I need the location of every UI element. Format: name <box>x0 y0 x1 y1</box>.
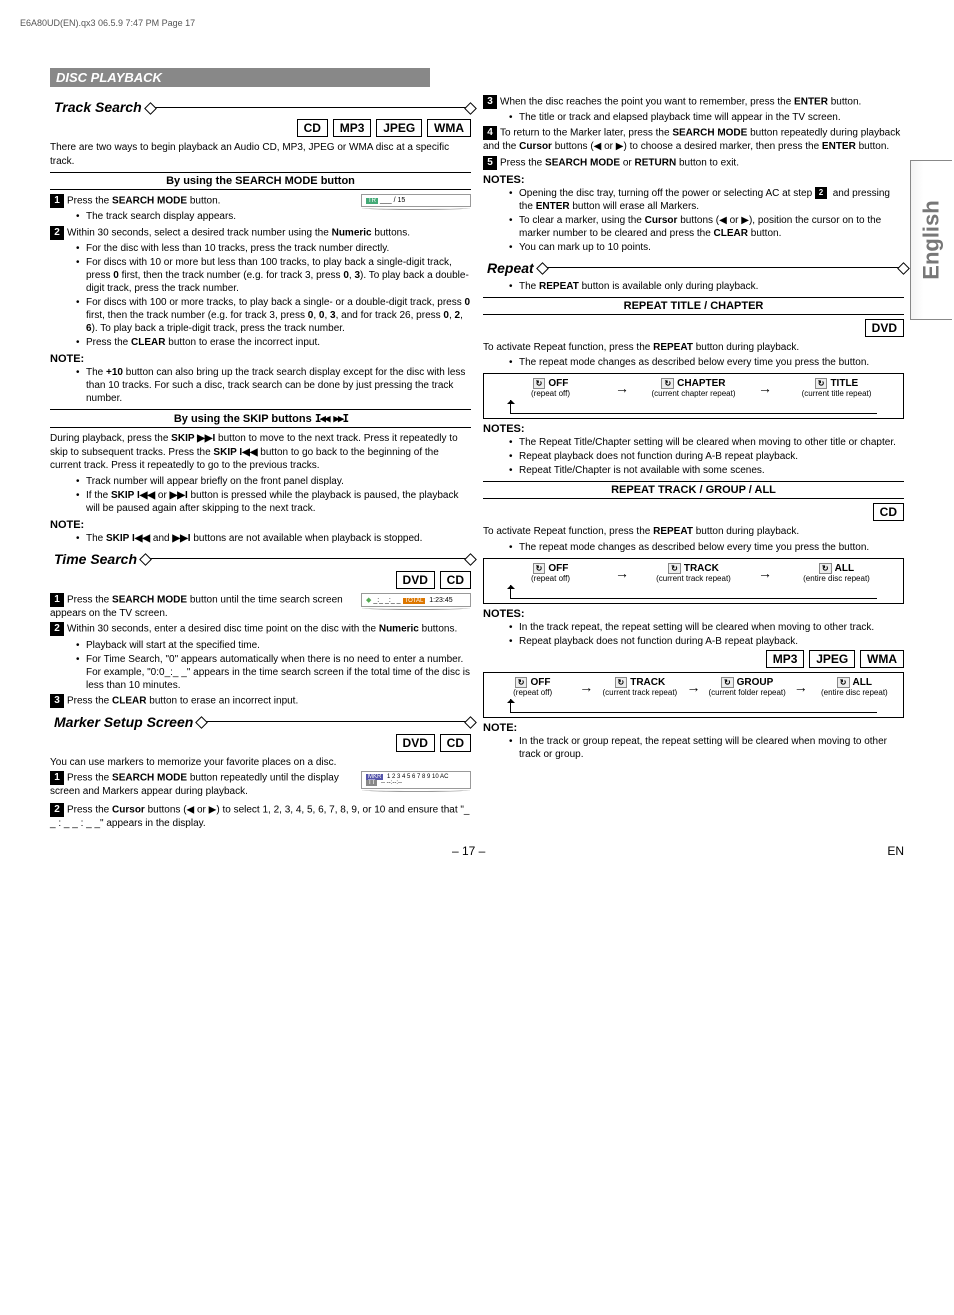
repeat-note3: In the track or group repeat, the repeat… <box>511 735 904 761</box>
repeat-p2: To activate Repeat function, press the R… <box>483 525 904 539</box>
sub-repeat-track: REPEAT TRACK / GROUP / ALL <box>483 481 904 499</box>
left-column: Track Search CD MP3 JPEG WMA There are t… <box>50 93 471 832</box>
cont-step3-bullet: The title or track and elapsed playback … <box>511 111 904 124</box>
repeat-note3-label: NOTE: <box>483 722 904 734</box>
print-header: E6A80UD(EN).qx3 06.5.9 7:47 PM Page 17 <box>20 18 934 28</box>
cont-notes-label: NOTES: <box>483 174 904 186</box>
note-skip: The SKIP I◀◀ and ▶▶I buttons are not ava… <box>78 532 471 545</box>
step-2: 2Within 30 seconds, select a desired tra… <box>50 226 471 240</box>
repeat-p1b: The repeat mode changes as described bel… <box>511 356 904 369</box>
repeat-p2b: The repeat mode changes as described bel… <box>511 541 904 554</box>
step2-bullets: For the disc with less than 10 tracks, p… <box>50 242 471 349</box>
section-time-search: Time Search <box>50 551 471 567</box>
chapter-heading: DISC PLAYBACK <box>50 68 430 87</box>
cont-notes: Opening the disc tray, turning off the p… <box>483 187 904 254</box>
cont-step-5: 5Press the SEARCH MODE or RETURN button … <box>483 156 904 170</box>
section-marker: Marker Setup Screen <box>50 714 471 730</box>
footer-lang: EN <box>887 844 904 858</box>
skip-icons: I◀◀ ▶▶I <box>315 412 347 425</box>
track-search-badges: CD MP3 JPEG WMA <box>50 119 471 137</box>
page-footer: – 17 – EN <box>20 832 934 858</box>
skip-paragraph: During playback, press the SKIP ▶▶I butt… <box>50 432 471 473</box>
note-label-2: NOTE: <box>50 519 471 531</box>
marker-intro: You can use markers to memorize your fav… <box>50 756 471 770</box>
skip-bullets: Track number will appear briefly on the … <box>50 475 471 515</box>
osd-time-display: ◆ _:_ _:_ _ TOTAL 1:23:45 <box>361 593 471 607</box>
osd-marker-display: MKR 1 2 3 4 5 6 7 8 9 10 AC TT -- --:--:… <box>361 771 471 789</box>
note-text: The +10 button can also bring up the tra… <box>78 366 471 405</box>
track-search-intro: There are two ways to begin playback an … <box>50 141 471 168</box>
repeat-notes2-label: NOTES: <box>483 608 904 620</box>
repeat-diagram-2: ↻OFF(repeat off) → ↻TRACK(current track … <box>483 558 904 604</box>
page-content: Track Search CD MP3 JPEG WMA There are t… <box>20 93 934 832</box>
cont-step-3: 3When the disc reaches the point you wan… <box>483 95 904 109</box>
badge-cd: CD <box>873 503 904 521</box>
note-label: NOTE: <box>50 353 471 365</box>
cont-step-4: 4To return to the Marker later, press th… <box>483 126 904 154</box>
osd-track-display: TR___ / 15 <box>361 194 471 207</box>
repeat-p1: To activate Repeat function, press the R… <box>483 341 904 355</box>
right-column: 3When the disc reaches the point you wan… <box>483 93 904 832</box>
sub-skip-buttons: By using the SKIP buttons I◀◀ ▶▶I <box>50 409 471 428</box>
language-tab: English <box>910 160 952 320</box>
repeat-notes1-label: NOTES: <box>483 423 904 435</box>
section-repeat: Repeat <box>483 260 904 276</box>
marker-badges: DVD CD <box>50 734 471 752</box>
sub-search-mode: By using the SEARCH MODE button <box>50 172 471 190</box>
repeat-notes1: The Repeat Title/Chapter setting will be… <box>483 436 904 477</box>
repeat-intro: The REPEAT button is available only duri… <box>511 280 904 293</box>
repeat-badges-3: MP3 JPEG WMA <box>483 650 904 668</box>
time-step-2: 2Within 30 seconds, enter a desired disc… <box>50 622 471 636</box>
repeat-diagram-3: ↻OFF(repeat off) → ↻TRACK(current track … <box>483 672 904 718</box>
time-step-3: 3Press the CLEAR button to erase an inco… <box>50 694 471 708</box>
repeat-diagram-1: ↻OFF(repeat off) → ↻CHAPTER(current chap… <box>483 373 904 419</box>
marker-step-2: 2Press the Cursor buttons (◀ or ▶) to se… <box>50 803 471 831</box>
step1-bullet: The track search display appears. <box>78 210 471 223</box>
section-track-search: Track Search <box>50 99 471 115</box>
page-number: – 17 – <box>452 844 485 858</box>
sub-repeat-title: REPEAT TITLE / CHAPTER <box>483 297 904 315</box>
badge-dvd: DVD <box>865 319 904 337</box>
time-bullets: Playback will start at the specified tim… <box>50 639 471 692</box>
time-search-badges: DVD CD <box>50 571 471 589</box>
repeat-notes2: In the track repeat, the repeat setting … <box>483 621 904 648</box>
